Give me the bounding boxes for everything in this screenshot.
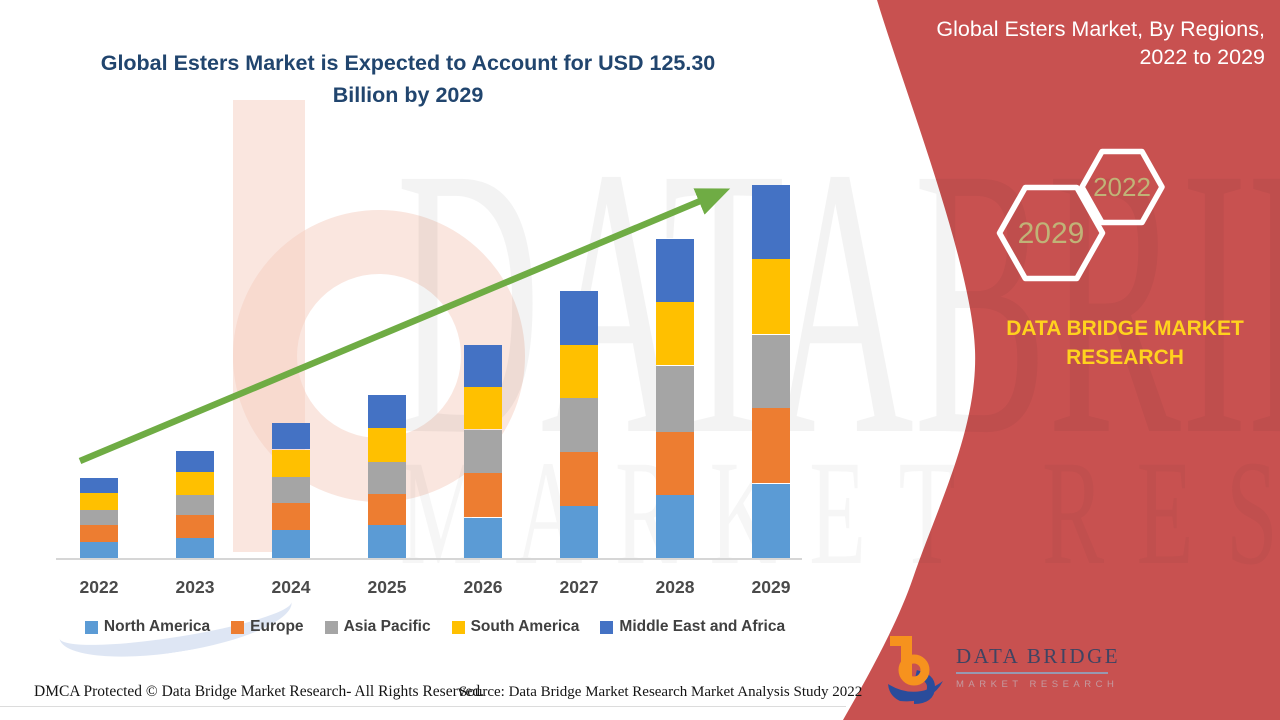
chart-title-line1: Global Esters Market is Expected to Acco… <box>100 51 716 75</box>
bar-segment-south-america <box>368 428 406 463</box>
bar-segment-north-america <box>464 517 502 558</box>
bar-segment-north-america <box>560 506 598 558</box>
bar-segment-south-america <box>80 493 118 510</box>
logo-name: DATA BRIDGE <box>956 644 1121 668</box>
panel-title: Global Esters Market, By Regions, 2022 t… <box>880 15 1265 71</box>
bar-segment-south-america <box>656 302 694 366</box>
bar-segment-south-america <box>464 386 502 430</box>
x-axis-label: 2025 <box>367 577 407 597</box>
bar-segment-asia-pacific <box>656 365 694 433</box>
bar-segment-middle-east-and-africa <box>272 422 310 450</box>
panel-title-line2: 2022 to 2029 <box>1139 45 1265 69</box>
databridge-logo: DATA BRIDGE MARKET RESEARCH <box>886 632 1136 704</box>
bar-segment-middle-east-and-africa <box>368 395 406 429</box>
source-note: Source: Data Bridge Market Research Mark… <box>459 684 863 700</box>
bar-segment-south-america <box>752 258 790 335</box>
dmca-notice: DMCA Protected © Data Bridge Market Rese… <box>34 683 484 700</box>
bar-segment-asia-pacific <box>176 494 214 516</box>
chart-legend: North America Europe Asia Pacific South Ame… <box>40 618 830 636</box>
bar-segment-asia-pacific <box>752 334 790 409</box>
chart-title-line2: Billion by 2029 <box>332 83 484 107</box>
legend-label: Middle East and Africa <box>619 618 786 635</box>
bar-segment-asia-pacific <box>368 462 406 494</box>
bar-segment-middle-east-and-africa <box>176 451 214 472</box>
bar-segment-europe <box>752 408 790 484</box>
bar-segment-europe <box>272 502 310 531</box>
bar-segment-europe <box>656 432 694 496</box>
bar-segment-middle-east-and-africa <box>80 478 118 494</box>
bar-segment-south-america <box>176 471 214 495</box>
x-axis-label: 2027 <box>559 577 599 597</box>
legend-item: Europe <box>231 618 304 636</box>
bar-segment-north-america <box>656 495 694 558</box>
bar-segment-middle-east-and-africa <box>752 184 790 259</box>
legend-swatch <box>84 620 98 634</box>
databridge-logo-icon <box>888 636 943 704</box>
footer-divider <box>0 706 846 707</box>
legend-label: Europe <box>250 618 304 635</box>
bar-segment-asia-pacific <box>560 397 598 452</box>
legend-item: North America <box>84 618 211 636</box>
panel-title-line1: Global Esters Market, By Regions, <box>936 17 1265 41</box>
panel-brand: DATA BRIDGE MARKET RESEARCH <box>975 314 1275 372</box>
x-axis-label: 2022 <box>79 577 119 597</box>
logo-divider <box>956 672 1108 674</box>
legend-label: South America <box>470 618 580 635</box>
bar-segment-middle-east-and-africa <box>464 344 502 387</box>
bar-segment-north-america <box>272 530 310 558</box>
legend-item: South America <box>451 618 580 636</box>
bar-segment-asia-pacific <box>464 429 502 473</box>
bar-segment-europe <box>560 451 598 507</box>
x-axis-label: 2023 <box>175 577 215 597</box>
bar-segment-middle-east-and-africa <box>656 238 694 303</box>
red-panel-shape <box>843 0 1280 720</box>
bar-segment-asia-pacific <box>80 509 118 525</box>
panel-brand-line1: DATA BRIDGE MARKET <box>1006 317 1244 340</box>
x-axis-label: 2029 <box>751 577 791 597</box>
panel-brand-line2: RESEARCH <box>1066 346 1184 369</box>
chart-title: Global Esters Market is Expected to Acco… <box>58 47 758 111</box>
bar-segment-north-america <box>368 525 406 558</box>
bar-segment-europe <box>368 493 406 526</box>
legend-swatch <box>451 620 465 634</box>
x-axis-line <box>56 558 802 560</box>
bar-segment-north-america <box>176 537 214 558</box>
bar-segment-north-america <box>752 483 790 558</box>
bar-segment-south-america <box>272 449 310 477</box>
bar-segment-asia-pacific <box>272 476 310 503</box>
legend-swatch <box>600 620 614 634</box>
logo-subtitle: MARKET RESEARCH <box>956 678 1119 690</box>
x-axis-label: 2028 <box>655 577 695 597</box>
bar-segment-north-america <box>80 542 118 558</box>
bar-segment-europe <box>80 524 118 543</box>
legend-label: Asia Pacific <box>343 618 431 635</box>
legend-item: Asia Pacific <box>324 618 431 636</box>
legend-swatch <box>324 620 338 634</box>
x-axis-label: 2024 <box>271 577 311 597</box>
legend-item: Middle East and Africa <box>600 618 785 636</box>
bar-segment-europe <box>464 472 502 518</box>
x-axis-label: 2026 <box>463 577 503 597</box>
bar-segment-middle-east-and-africa <box>560 291 598 346</box>
bar-segment-south-america <box>560 345 598 398</box>
legend-label: North America <box>103 618 211 635</box>
bar-segment-europe <box>176 515 214 538</box>
legend-swatch <box>231 620 245 634</box>
